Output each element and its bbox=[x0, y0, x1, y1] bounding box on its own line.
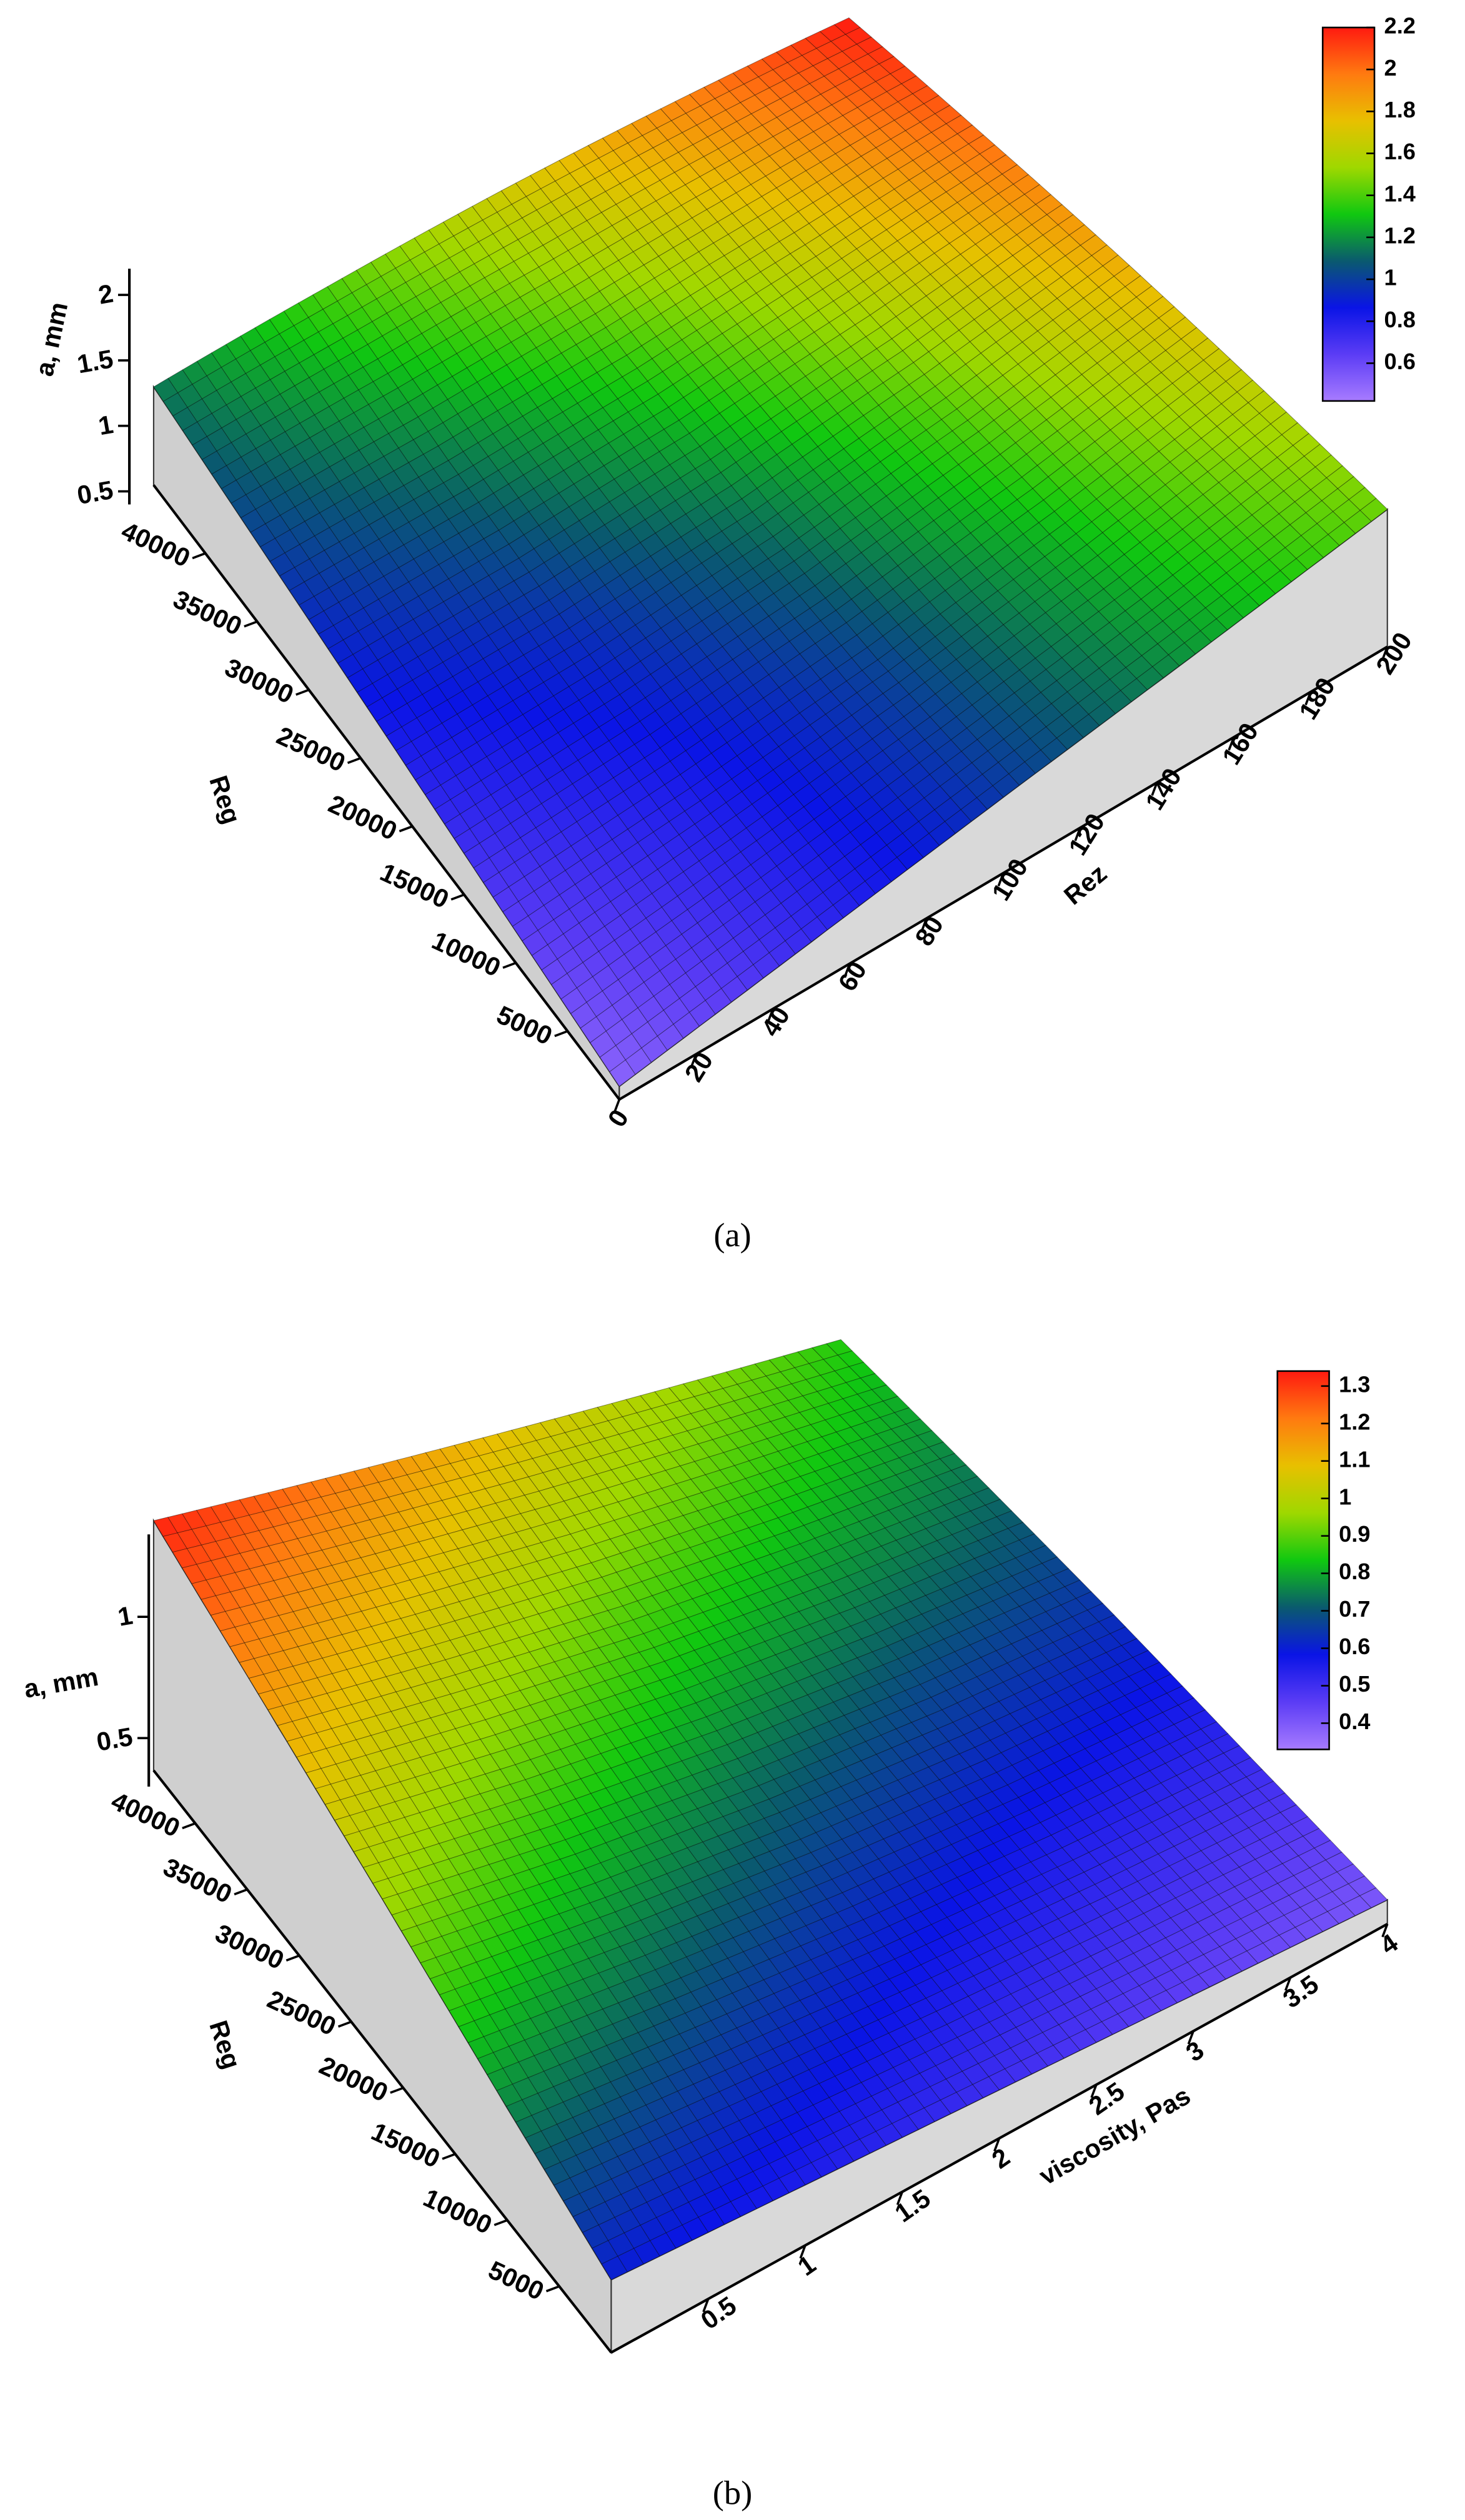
caption: (a) bbox=[713, 1216, 751, 1254]
colorbar-tick-label: 0.8 bbox=[1384, 307, 1416, 332]
surface-cell bbox=[923, 95, 951, 114]
colorbar-tick-label: 1.1 bbox=[1339, 1446, 1370, 1472]
colorbar-tick-label: 1.2 bbox=[1339, 1409, 1370, 1434]
surface-plot bbox=[152, 17, 1388, 1102]
surface-cell bbox=[856, 36, 883, 55]
surface-cell bbox=[833, 17, 861, 35]
colorbar bbox=[1321, 26, 1376, 402]
surface-cell bbox=[845, 27, 872, 45]
colorbar-tick-label: 0.9 bbox=[1339, 1521, 1370, 1547]
colorbar-tick-label: 1.8 bbox=[1384, 97, 1416, 122]
surface-cell bbox=[1001, 164, 1029, 185]
z-tick-label: 0.5 bbox=[94, 1722, 135, 1757]
caption: (b) bbox=[713, 2474, 752, 2512]
colorbar bbox=[1276, 1370, 1330, 1750]
colorbar-tick-label: 0.7 bbox=[1339, 1596, 1370, 1622]
colorbar-tick-label: 2.2 bbox=[1384, 13, 1416, 39]
colorbar-tick-label: 1.2 bbox=[1384, 222, 1416, 248]
z-tick-label: 1.5 bbox=[75, 344, 116, 379]
z-tick-label: 0.5 bbox=[75, 475, 116, 510]
colorbar-tick-label: 0.5 bbox=[1339, 1671, 1370, 1697]
colorbar-tick-label: 0.8 bbox=[1339, 1559, 1370, 1584]
colorbar-tick-label: 1 bbox=[1384, 265, 1397, 290]
colorbar-tick-label: 0.4 bbox=[1339, 1709, 1370, 1734]
surface-cell bbox=[912, 85, 940, 104]
colorbar-tick-label: 0.6 bbox=[1339, 1634, 1370, 1659]
colorbar-tick-label: 2 bbox=[1384, 55, 1397, 81]
surface-cell bbox=[1013, 174, 1040, 195]
surface-cell bbox=[901, 75, 928, 94]
surface-cell bbox=[956, 124, 985, 144]
surface-cell bbox=[890, 66, 917, 84]
colorbar-tick-label: 1.4 bbox=[1384, 181, 1416, 206]
surface-cell bbox=[979, 144, 1007, 165]
colorbar-tick-label: 1.3 bbox=[1339, 1371, 1370, 1397]
colorbar-tick-label: 1 bbox=[1339, 1484, 1351, 1509]
surface-cell bbox=[935, 105, 962, 124]
surface-cell bbox=[878, 56, 906, 74]
colorbar-tick-label: 0.6 bbox=[1384, 349, 1416, 374]
colorbar-tick-label: 1.6 bbox=[1384, 139, 1416, 164]
